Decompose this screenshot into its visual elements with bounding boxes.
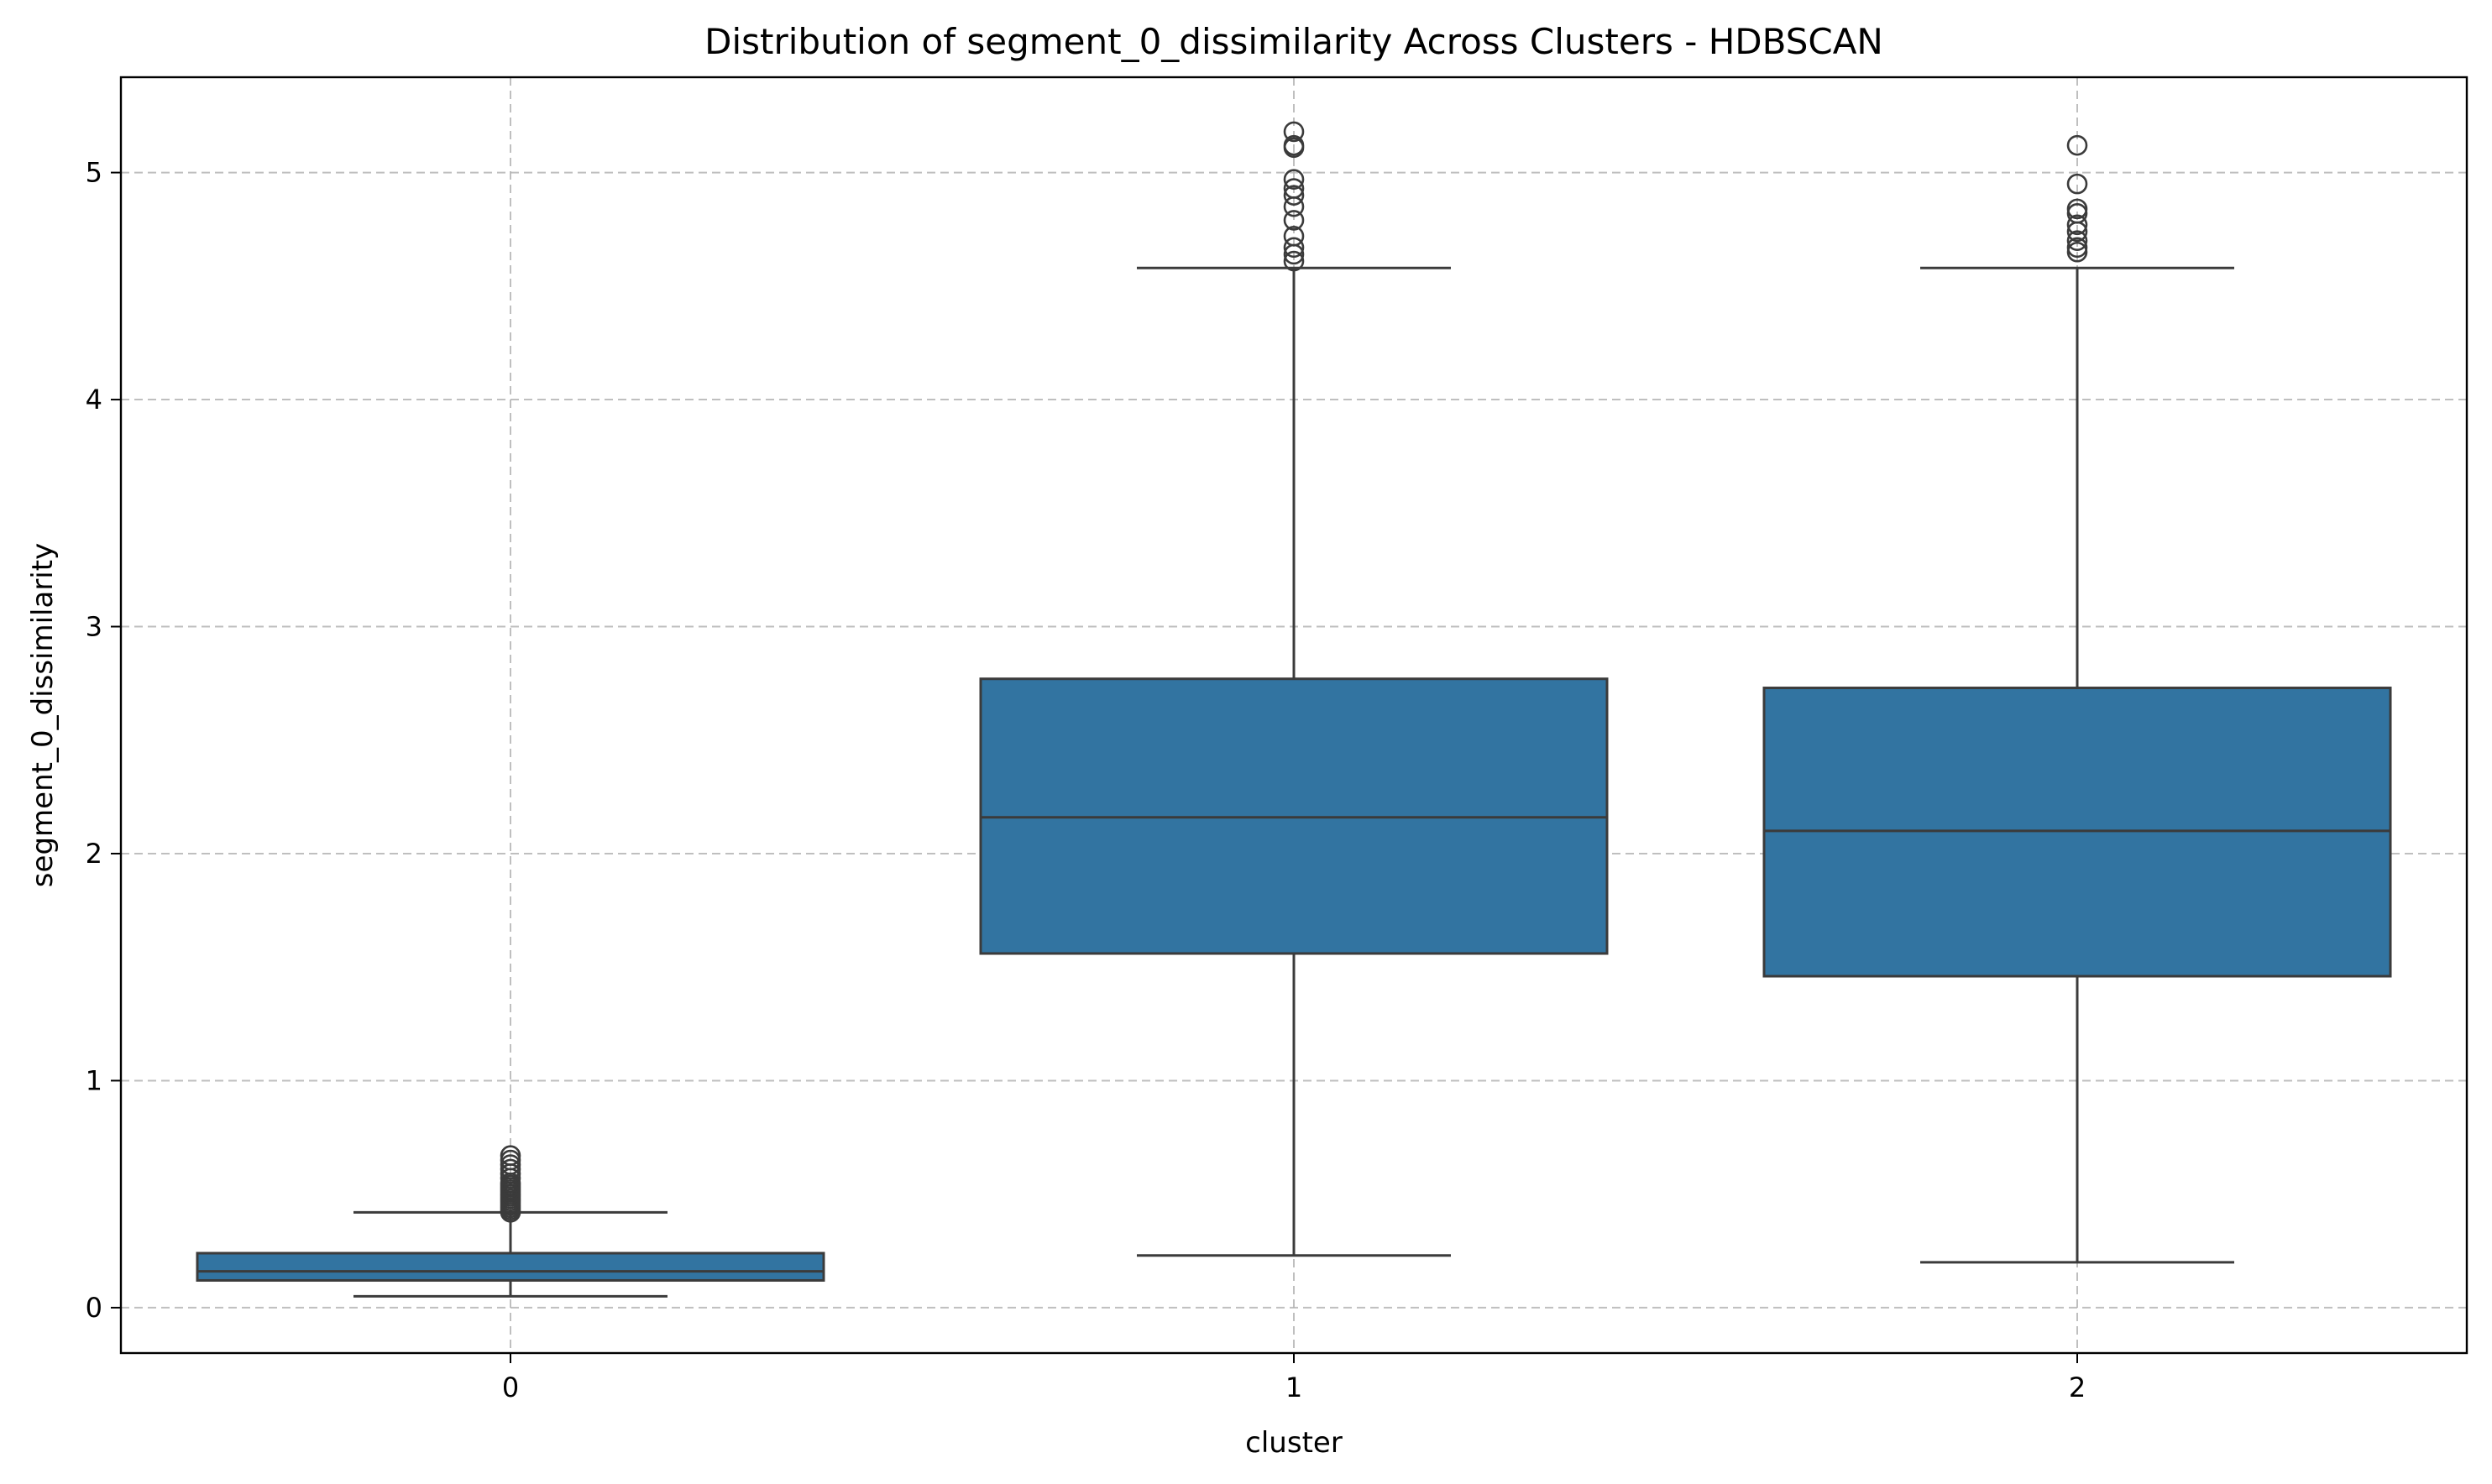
box-group-0: [196, 1145, 825, 1298]
outlier-point: [1283, 178, 1305, 199]
outlier-point: [1283, 226, 1305, 247]
outlier-point: [1283, 250, 1305, 272]
x-axis-label: cluster: [1245, 1426, 1343, 1460]
box-group-2: [1762, 134, 2392, 1264]
box-layer: [196, 121, 2392, 1298]
y-tick-label: 2: [86, 838, 102, 870]
tick-layer: 0 1 2 3 4 5 0 1 2: [86, 157, 2086, 1403]
outlier-point: [1283, 210, 1305, 231]
x-tick-label: 0: [502, 1372, 519, 1403]
y-tick-label: 0: [86, 1292, 102, 1324]
iqr-box: [196, 1251, 825, 1282]
y-tick-label: 3: [86, 611, 102, 643]
outlier-point: [2066, 214, 2088, 236]
outlier-point: [1283, 237, 1305, 259]
x-tick-label: 1: [1285, 1372, 1302, 1403]
outlier-point: [2066, 173, 2088, 195]
y-tick-label: 4: [86, 384, 102, 415]
outlier-point: [1283, 121, 1305, 143]
box-group-1: [979, 121, 1609, 1257]
outlier-point: [2066, 237, 2088, 259]
y-axis-label: segment_0_dissimilarity: [26, 543, 60, 887]
outlier-point: [2066, 230, 2088, 252]
chart-title: Distribution of segment_0_dissimilarity …: [704, 21, 1883, 62]
outlier-point: [2066, 134, 2088, 156]
y-tick-label: 1: [86, 1064, 102, 1096]
outlier-point: [2066, 198, 2088, 220]
outlier-point: [1283, 169, 1305, 191]
y-tick-label: 5: [86, 157, 102, 189]
outlier-point: [1283, 185, 1305, 206]
outlier-point: [1283, 134, 1305, 156]
x-tick-label: 2: [2069, 1372, 2086, 1403]
outlier-point: [500, 1145, 521, 1166]
